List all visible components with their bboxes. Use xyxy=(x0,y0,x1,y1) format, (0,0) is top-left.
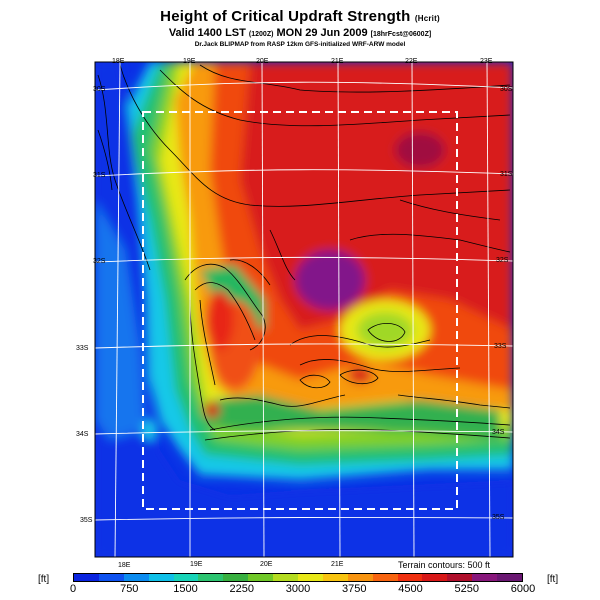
lat-label: 32S xyxy=(93,258,106,265)
chart-title: Height of Critical Updraft Strength (Hcr… xyxy=(0,8,600,25)
map-field xyxy=(95,62,513,557)
color-bar-swatch xyxy=(322,574,348,581)
lat-label: 33S xyxy=(494,343,507,350)
terrain-note: Terrain contours: 500 ft xyxy=(398,560,491,570)
color-bar-swatch xyxy=(173,574,199,581)
lon-label: 18E xyxy=(112,58,125,65)
lon-label: 20E xyxy=(256,58,269,65)
color-bar-tick-label: 2250 xyxy=(229,583,254,595)
lon-label: 20E xyxy=(260,561,273,568)
color-bar-labels: 0 750 1500 2250 3000 3750 4500 5250 6000 xyxy=(0,583,600,597)
color-bar-tick-label: 0 xyxy=(69,583,77,595)
model-credit: Dr.Jack BLIPMAP from RASP 12km GFS-initi… xyxy=(194,41,406,48)
lon-label: 19E xyxy=(183,58,196,65)
color-bar-tick-label: 3750 xyxy=(342,583,367,595)
valid-main: Valid 1400 LST xyxy=(168,27,246,39)
lon-label: 21E xyxy=(331,58,344,65)
lat-label: 35S xyxy=(492,514,505,521)
lat-label: 33S xyxy=(76,345,89,352)
color-bar-swatch xyxy=(148,574,174,581)
color-bar-tick-label: 3000 xyxy=(285,583,311,595)
title-text: Height of Critical Updraft Strength xyxy=(160,8,411,25)
color-bar-tick-label: 1500 xyxy=(173,583,198,595)
color-bar-swatch xyxy=(422,574,448,581)
color-bar-tick-label: 4500 xyxy=(398,583,423,595)
color-bar-swatch xyxy=(397,574,423,581)
color-bar-swatch xyxy=(447,574,473,581)
lat-label: 34S xyxy=(76,431,89,438)
lat-label: 34S xyxy=(492,429,505,436)
lat-label: 32S xyxy=(496,257,509,264)
lon-label: 23E xyxy=(480,58,493,65)
color-bar-swatch xyxy=(372,574,398,581)
valid-utc: (1200Z) xyxy=(248,31,274,38)
color-bar-swatch xyxy=(248,574,274,581)
forecast-info: [18hrFcst@0600Z] xyxy=(370,31,432,38)
color-bar-swatch xyxy=(472,574,498,581)
color-bar-swatch xyxy=(74,574,99,581)
lon-label: 21E xyxy=(331,561,344,568)
lat-label: 30S xyxy=(500,86,513,93)
valid-date: MON 29 Jun 2009 xyxy=(276,27,368,39)
color-bar-swatch xyxy=(497,574,523,581)
lat-label: 31S xyxy=(500,171,513,178)
color-bar-swatch xyxy=(273,574,299,581)
color-bar xyxy=(73,573,523,582)
color-bar-swatch xyxy=(347,574,373,581)
color-bar-tick-label: 750 xyxy=(120,583,139,595)
valid-time: Valid 1400 LST (1200Z) MON 29 Jun 2009 [… xyxy=(0,27,600,39)
color-bar-swatch xyxy=(223,574,249,581)
color-bar-swatch xyxy=(123,574,149,581)
lat-label: 30S xyxy=(93,86,106,93)
color-bar-tick-label: 5250 xyxy=(454,583,479,595)
legend-unit-right: [ft] xyxy=(547,574,559,585)
color-bar-swatch xyxy=(298,574,323,581)
lat-label: 31S xyxy=(93,172,106,179)
legend-unit-left: [ft] xyxy=(38,574,50,585)
color-bar-swatch xyxy=(98,574,124,581)
lon-label: 19E xyxy=(190,561,203,568)
title-unit: (Hcrit) xyxy=(414,14,440,23)
lon-label: 18E xyxy=(118,562,131,569)
map-frame xyxy=(94,61,514,558)
lon-label: 22E xyxy=(405,58,418,65)
color-bar-swatch xyxy=(198,574,224,581)
color-bar-tick-label: 6000 xyxy=(510,583,536,595)
lat-label: 35S xyxy=(80,517,93,524)
